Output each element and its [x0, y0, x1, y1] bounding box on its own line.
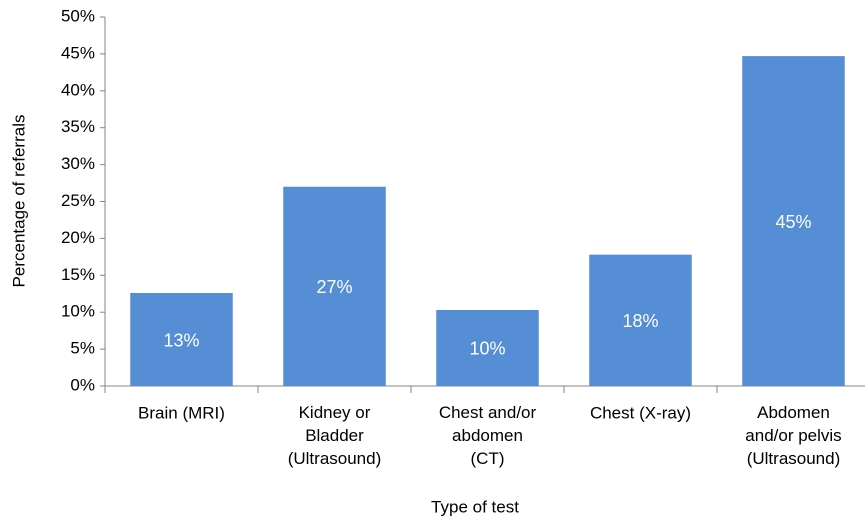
y-tick-label: 15%: [61, 265, 95, 284]
y-tick-label: 45%: [61, 43, 95, 62]
x-tick-label: Kidney or Bladder (Ultrasound): [288, 403, 382, 468]
y-tick-label: 50%: [61, 6, 95, 25]
y-tick-label: 0%: [70, 375, 95, 394]
y-tick-label: 35%: [61, 117, 95, 136]
y-tick-label: 30%: [61, 154, 95, 173]
y-tick-label: 40%: [61, 80, 95, 99]
x-axis-title: Type of test: [431, 497, 519, 516]
bar: [436, 309, 539, 386]
x-tick-label: Chest and/or abdomen (CT): [439, 403, 537, 468]
bar: [742, 56, 845, 386]
x-tick-label: Brain (MRI): [138, 403, 225, 422]
x-tick-label: Abdomen and/or pelvis (Ultrasound): [745, 403, 841, 468]
bar: [283, 186, 386, 386]
value-label: 45%: [775, 212, 811, 232]
value-label: 13%: [163, 330, 199, 350]
bar: [130, 293, 233, 386]
value-label: 27%: [316, 277, 352, 297]
value-label: 18%: [622, 311, 658, 331]
y-tick-label: 25%: [61, 191, 95, 210]
y-tick-label: 10%: [61, 302, 95, 321]
bar: [589, 254, 692, 386]
y-tick-label: 5%: [70, 339, 95, 358]
x-tick-label: Chest (X-ray): [590, 403, 691, 422]
y-tick-label: 20%: [61, 228, 95, 247]
value-label: 10%: [469, 339, 505, 359]
y-axis-title: Percentage of referrals: [9, 115, 28, 288]
